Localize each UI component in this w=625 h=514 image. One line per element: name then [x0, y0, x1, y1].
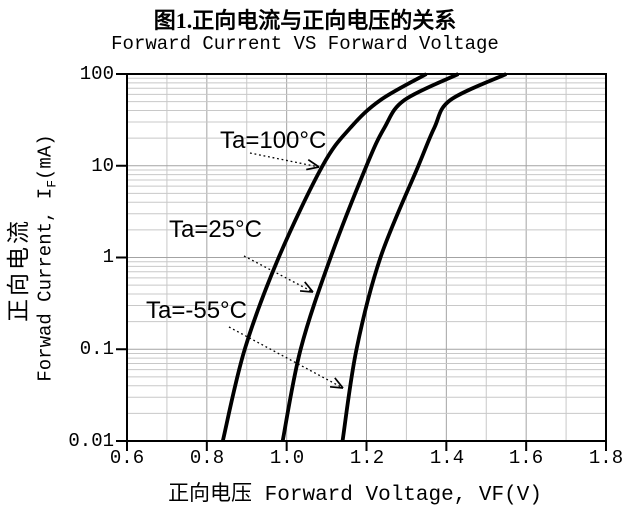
- annotation-arrow-line: [243, 255, 314, 293]
- chart-title-chinese: 图1.正向电流与正向电压的关系: [153, 8, 457, 33]
- temperature-label-25c: Ta=25°C: [169, 216, 262, 243]
- x-axis-label-en-text: Forward Voltage, VF(V): [264, 484, 542, 507]
- temperature-label-minus55c: Ta=-55°C: [146, 297, 247, 324]
- x-axis-label-english: [252, 484, 265, 507]
- y-tick-label-10: 10: [91, 155, 114, 177]
- x-tick-label-1p8: 1.8: [588, 447, 624, 469]
- plot-border: [126, 73, 607, 442]
- y-axis-label-chinese: 正向电流: [6, 218, 31, 322]
- curve-ta-100-c: [220, 72, 428, 442]
- x-tick-label-0p6: 0.6: [109, 447, 145, 469]
- y-tick-label-1: 1: [102, 246, 114, 268]
- curve-ta-25-c: [280, 72, 460, 442]
- chart-title-english: Forward Current VS Forward Voltage: [111, 33, 499, 55]
- x-axis-label: 正向电压 Forward Voltage, VF(V): [95, 477, 615, 507]
- y-axis-label-en-text: Forwad Current, I: [34, 187, 57, 382]
- x-tick-label-1p6: 1.6: [508, 447, 544, 469]
- x-axis-label-chinese: 正向电压: [168, 481, 253, 505]
- x-tick-label-1p0: 1.0: [269, 447, 305, 469]
- annotation-arrow-head: [329, 385, 344, 389]
- annotation-arrow-head: [334, 377, 344, 389]
- annotation-arrow-head: [304, 281, 314, 293]
- y-axis-label-english: Forwad Current, IF(mA): [35, 134, 60, 381]
- x-tick-label-1p2: 1.2: [349, 447, 385, 469]
- y-tick-label-0p01: 0.01: [68, 430, 114, 452]
- x-tick-label-0p8: 0.8: [189, 447, 225, 469]
- y-axis-label-subscript: F: [44, 179, 60, 188]
- annotation-arrow-head: [306, 166, 320, 171]
- temperature-label-100c: Ta=100°C: [220, 127, 327, 154]
- curve-ta-55-c: [340, 72, 508, 442]
- y-axis-label-en-unit: (mA): [34, 134, 57, 180]
- annotation-arrow-line: [228, 326, 344, 389]
- y-tick-label-0p1: 0.1: [79, 338, 114, 360]
- annotation-arrow-head: [307, 158, 320, 168]
- annotation-arrow-head: [299, 290, 314, 293]
- x-tick-label-1p4: 1.4: [429, 447, 465, 469]
- y-tick-label-100: 100: [79, 63, 114, 85]
